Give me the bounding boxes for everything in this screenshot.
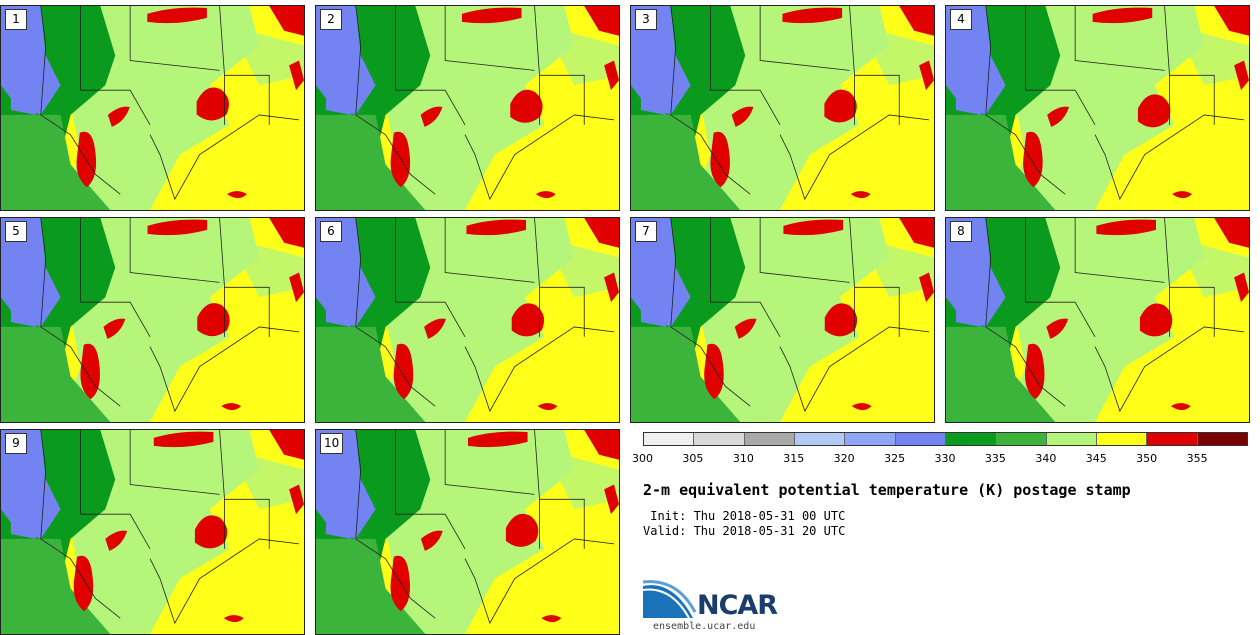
colorbar-tick-label: 315 xyxy=(783,452,805,465)
postage-stamp-panel-2: 2 xyxy=(315,5,620,211)
postage-stamp-panel-3: 3 xyxy=(630,5,935,211)
panel-label: 6 xyxy=(320,221,342,242)
postage-stamp-panel-7: 7 xyxy=(630,217,935,423)
colorbar-segment xyxy=(694,433,745,445)
colorbar-segment xyxy=(1096,433,1148,445)
colorbar-tick-label: 310 xyxy=(732,452,754,465)
panel-label: 2 xyxy=(320,9,342,30)
colorbar-tick-label: 355 xyxy=(1186,452,1208,465)
colorbar-tick-label: 330 xyxy=(934,452,956,465)
panel-label: 10 xyxy=(320,433,344,454)
panel-label: 9 xyxy=(5,433,27,454)
postage-stamp-panel-5: 5 xyxy=(0,217,305,423)
colorbar-segment xyxy=(794,433,846,445)
panel-label: 4 xyxy=(950,9,972,30)
init-time: Init: Thu 2018-05-31 00 UTC xyxy=(643,509,846,523)
panel-label: 8 xyxy=(950,221,972,242)
valid-time: Valid: Thu 2018-05-31 20 UTC xyxy=(643,524,846,538)
colorbar-tick-label: 335 xyxy=(984,452,1006,465)
logo-text: NCAR xyxy=(697,590,778,621)
colorbar-tick-label: 340 xyxy=(1035,452,1057,465)
postage-stamp-panel-1: 1 xyxy=(0,5,305,211)
panel-label: 7 xyxy=(635,221,657,242)
postage-stamp-panel-10: 10 xyxy=(315,429,620,635)
colorbar-tick-label: 325 xyxy=(884,452,906,465)
panel-label: 1 xyxy=(5,9,27,30)
colorbar-segment xyxy=(1147,433,1198,445)
colorbar-segment xyxy=(996,433,1047,445)
panel-label: 3 xyxy=(635,9,657,30)
ncar-logo-icon xyxy=(643,580,697,619)
colorbar-segment xyxy=(744,433,795,445)
colorbar-segment xyxy=(1046,433,1097,445)
colorbar-tick-label: 320 xyxy=(833,452,855,465)
panel-label: 5 xyxy=(5,221,27,242)
postage-stamp-panel-8: 8 xyxy=(945,217,1250,423)
colorbar-segment xyxy=(1197,433,1247,445)
postage-stamp-panel-9: 9 xyxy=(0,429,305,635)
colorbar-tick-label: 345 xyxy=(1085,452,1107,465)
colorbar-segment xyxy=(845,433,896,445)
colorbar-tick-label: 350 xyxy=(1136,452,1158,465)
colorbar xyxy=(643,432,1248,446)
colorbar-tick-label: 300 xyxy=(632,452,653,465)
colorbar-segment xyxy=(644,433,695,445)
postage-stamp-panel-6: 6 xyxy=(315,217,620,423)
logo-url: ensemble.ucar.edu xyxy=(653,621,756,632)
colorbar-segment xyxy=(945,433,997,445)
chart-title: 2-m equivalent potential temperature (K)… xyxy=(643,481,1131,499)
colorbar-tick-label: 305 xyxy=(682,452,704,465)
postage-stamp-panel-4: 4 xyxy=(945,5,1250,211)
colorbar-segment xyxy=(895,433,946,445)
